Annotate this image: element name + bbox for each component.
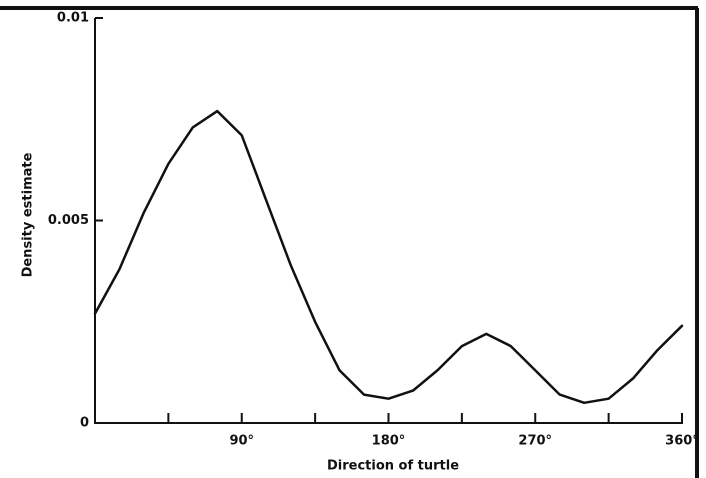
x-tick-label: 180° [372, 434, 406, 449]
x-tick-label: 90° [229, 434, 254, 449]
density-line [93, 109, 684, 405]
x-tick-label: 360° [665, 434, 699, 449]
y-tick-label: 0.01 [57, 11, 89, 26]
y-tick-label: 0 [80, 416, 89, 431]
x-axis-label: Direction of turtle [327, 459, 459, 474]
y-tick-label: 0.005 [48, 213, 89, 228]
x-tick-label: 270° [518, 434, 552, 449]
y-axis-label: Density estimate [21, 152, 36, 277]
